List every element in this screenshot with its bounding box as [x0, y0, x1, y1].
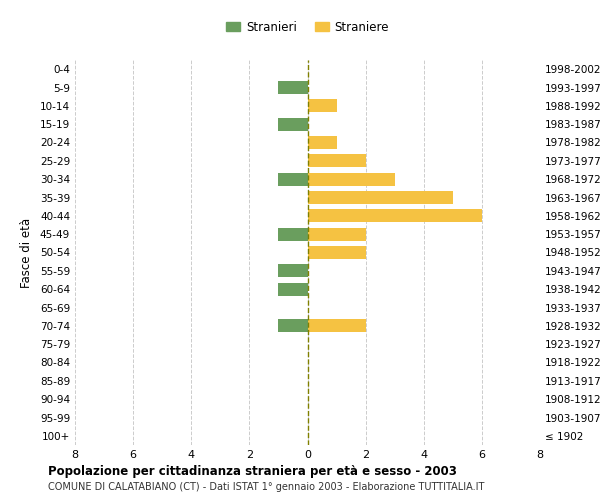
Bar — [308, 154, 365, 167]
Bar — [308, 210, 482, 222]
Y-axis label: Fasce di età: Fasce di età — [20, 218, 33, 288]
Bar — [278, 81, 308, 94]
Text: COMUNE DI CALATABIANO (CT) - Dati ISTAT 1° gennaio 2003 - Elaborazione TUTTITALI: COMUNE DI CALATABIANO (CT) - Dati ISTAT … — [48, 482, 484, 492]
Bar — [278, 118, 308, 130]
Text: Popolazione per cittadinanza straniera per età e sesso - 2003: Popolazione per cittadinanza straniera p… — [48, 465, 457, 478]
Bar — [278, 264, 308, 277]
Bar — [308, 136, 337, 149]
Bar — [308, 246, 365, 259]
Bar — [278, 173, 308, 186]
Bar — [308, 228, 365, 240]
Bar — [308, 191, 453, 204]
Bar — [308, 100, 337, 112]
Bar — [308, 320, 365, 332]
Bar — [278, 320, 308, 332]
Bar — [308, 173, 395, 186]
Legend: Stranieri, Straniere: Stranieri, Straniere — [221, 16, 394, 38]
Bar — [278, 228, 308, 240]
Bar — [278, 283, 308, 296]
